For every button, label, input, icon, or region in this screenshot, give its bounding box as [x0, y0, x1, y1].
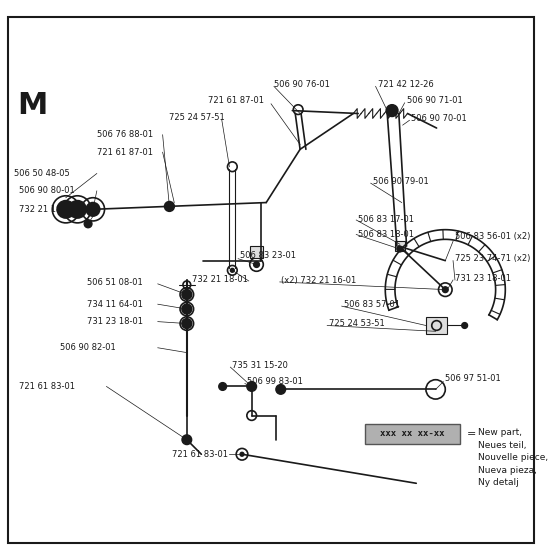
- Circle shape: [276, 385, 286, 394]
- Text: (x2) 732 21 16-01: (x2) 732 21 16-01: [281, 276, 356, 284]
- FancyBboxPatch shape: [365, 424, 460, 444]
- Text: 506 83 57-01: 506 83 57-01: [344, 300, 400, 309]
- Circle shape: [182, 290, 192, 300]
- Text: 506 90 70-01: 506 90 70-01: [412, 114, 467, 123]
- Text: 506 90 71-01: 506 90 71-01: [407, 96, 463, 105]
- Circle shape: [462, 323, 468, 328]
- Circle shape: [57, 200, 74, 218]
- Circle shape: [442, 287, 448, 292]
- Circle shape: [86, 203, 100, 216]
- Text: 725 24 57-51: 725 24 57-51: [170, 113, 225, 122]
- Circle shape: [165, 202, 174, 211]
- Circle shape: [386, 105, 398, 116]
- Text: 506 90 76-01: 506 90 76-01: [274, 80, 330, 89]
- Circle shape: [254, 262, 259, 268]
- Circle shape: [219, 382, 226, 390]
- Text: Ny detalj: Ny detalj: [478, 478, 519, 487]
- Text: 506 97 51-01: 506 97 51-01: [445, 374, 501, 383]
- Text: 721 61 83-01: 721 61 83-01: [172, 450, 228, 459]
- Text: 732 21 18-01: 732 21 18-01: [192, 276, 248, 284]
- Bar: [426, 317, 447, 334]
- Text: 506 90 79-01: 506 90 79-01: [373, 177, 428, 186]
- Text: 725 24 53-51: 725 24 53-51: [329, 319, 385, 328]
- Text: 735 31 15-20: 735 31 15-20: [232, 361, 288, 370]
- Circle shape: [240, 452, 244, 456]
- Text: 721 61 87-01: 721 61 87-01: [97, 148, 153, 157]
- Text: 506 83 17-01: 506 83 17-01: [358, 216, 414, 225]
- Text: 734 11 64-01: 734 11 64-01: [87, 300, 143, 309]
- Text: Nouvelle piece,: Nouvelle piece,: [478, 453, 548, 462]
- Circle shape: [247, 382, 256, 391]
- Text: 506 83 18-01: 506 83 18-01: [358, 230, 414, 239]
- Text: 506 83 23-01: 506 83 23-01: [240, 251, 296, 260]
- Text: 506 76 88-01: 506 76 88-01: [97, 130, 153, 139]
- Text: 721 61 83-01: 721 61 83-01: [20, 382, 76, 391]
- Text: M: M: [17, 91, 48, 120]
- Circle shape: [182, 435, 192, 445]
- Text: 731 23 18-01: 731 23 18-01: [87, 317, 143, 326]
- Text: 725 23 74-71 (x2): 725 23 74-71 (x2): [455, 254, 530, 263]
- Text: 721 61 87-01: 721 61 87-01: [208, 96, 264, 105]
- Text: Neues teil,: Neues teil,: [478, 441, 527, 450]
- Text: Nueva pieza,: Nueva pieza,: [478, 466, 537, 475]
- Bar: [250, 246, 263, 258]
- Circle shape: [397, 246, 403, 252]
- Circle shape: [182, 319, 192, 328]
- Text: 506 51 08-01: 506 51 08-01: [87, 278, 143, 287]
- Circle shape: [84, 220, 92, 228]
- Circle shape: [230, 268, 234, 272]
- Text: New part,: New part,: [478, 428, 522, 437]
- Text: xxx xx xx-xx: xxx xx xx-xx: [380, 430, 445, 438]
- Text: 506 90 82-01: 506 90 82-01: [60, 343, 116, 352]
- Text: 506 83 56-01 (x2): 506 83 56-01 (x2): [455, 232, 530, 241]
- Circle shape: [182, 304, 192, 314]
- Text: 506 50 48-05: 506 50 48-05: [13, 169, 69, 178]
- Text: 731 23 18-01: 731 23 18-01: [455, 274, 511, 283]
- Circle shape: [69, 200, 86, 218]
- Text: 732 21 18-01: 732 21 18-01: [20, 205, 75, 214]
- Text: 506 99 83-01: 506 99 83-01: [247, 377, 303, 386]
- Text: =: =: [466, 429, 476, 439]
- Bar: [395, 241, 405, 251]
- Text: 721 42 12-26: 721 42 12-26: [377, 80, 433, 89]
- Text: 506 90 80-01: 506 90 80-01: [20, 186, 75, 195]
